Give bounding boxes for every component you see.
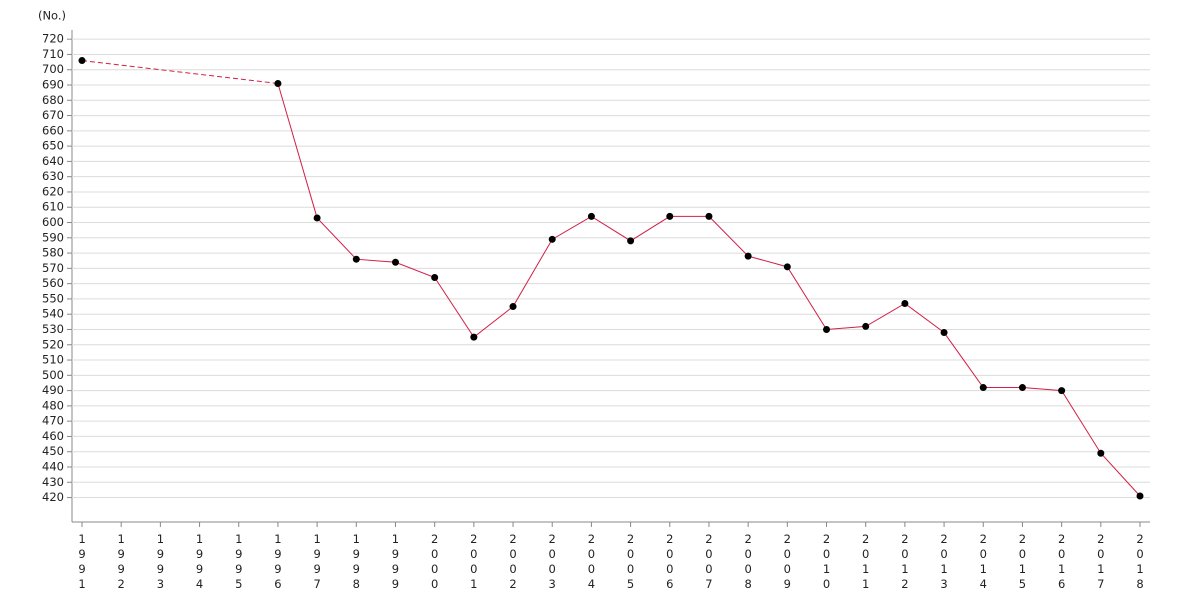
x-tick-label: 2007 [702,532,716,592]
x-tick-label: 2012 [898,532,912,592]
point [783,263,791,271]
x-tick-label: 2011 [859,532,873,592]
point [352,255,360,263]
point [744,252,752,260]
x-tick-label: 1995 [232,532,246,592]
y-tick-label: 710 [42,47,64,61]
x-tick-label: 1998 [349,532,363,592]
x-tick-label: 2001 [467,532,481,592]
x-tick-label: 1999 [388,532,402,592]
point [313,214,321,222]
y-tick-label: 670 [42,108,64,122]
y-tick-label: 600 [42,215,64,229]
point [509,303,517,311]
x-tick-label: 2009 [780,532,794,592]
point [1136,492,1144,500]
y-axis-label: (No.) [38,9,66,23]
y-tick-label: 560 [42,276,64,290]
x-tick-label: 1993 [153,532,167,592]
point [1097,449,1105,457]
y-tick-label: 490 [42,383,64,397]
x-tick-label: 2004 [584,532,598,592]
y-tick-label: 700 [42,62,64,76]
point [901,300,909,308]
point [470,333,478,341]
y-tick-label: 450 [42,444,64,458]
x-tick-label: 2002 [506,532,520,592]
gap-connector [81,60,278,84]
y-tick-label: 480 [42,398,64,412]
x-tick-label: 2008 [741,532,755,592]
y-tick-label: 510 [42,353,64,367]
y-tick-label: 430 [42,475,64,489]
x-tick-label: 2017 [1094,532,1108,592]
x-tick-label: 2014 [976,532,990,592]
y-tick-label: 640 [42,154,64,168]
y-tick-label: 520 [42,337,64,351]
y-tick-label: 590 [42,230,64,244]
point [391,258,399,266]
x-tick-label: 2018 [1133,532,1147,592]
point [548,235,556,243]
y-tick-label: 540 [42,307,64,321]
x-tick-label: 1992 [114,532,128,592]
x-tick-label: 1994 [193,532,207,592]
y-tick-label: 610 [42,200,64,214]
point [587,212,595,220]
point [274,79,282,87]
y-tick-label: 440 [42,459,64,473]
x-tick-label: 2015 [1015,532,1029,592]
point [1058,387,1066,395]
point [823,325,831,333]
y-tick-label: 550 [42,291,64,305]
point [78,57,86,65]
point [940,329,948,337]
y-tick-label: 720 [42,32,64,46]
point [862,322,870,330]
y-tick-label: 570 [42,261,64,275]
x-tick-label: 2010 [820,532,834,592]
point [705,212,713,220]
x-tick-label: 1997 [310,532,324,592]
y-tick-label: 500 [42,368,64,382]
point [1018,384,1026,392]
y-tick-label: 580 [42,246,64,260]
y-tick-label: 420 [42,490,64,504]
y-tick-label: 530 [42,322,64,336]
point [627,237,635,245]
x-tick-label: 2013 [937,532,951,592]
x-tick-label: 1996 [271,532,285,592]
series-line [277,83,1141,497]
x-tick-label: 2005 [624,532,638,592]
x-tick-label: 2006 [663,532,677,592]
x-tick-label: 1991 [75,532,89,592]
y-tick-label: 650 [42,139,64,153]
x-tick-label: 2016 [1055,532,1069,592]
y-tick-label: 620 [42,184,64,198]
point [666,212,674,220]
x-tick-label: 2003 [545,532,559,592]
x-tick-label: 2000 [428,532,442,592]
point [979,384,987,392]
y-tick-label: 690 [42,78,64,92]
y-tick-label: 660 [42,123,64,137]
y-tick-label: 680 [42,93,64,107]
y-tick-label: 630 [42,169,64,183]
y-tick-label: 460 [42,429,64,443]
y-tick-label: 470 [42,414,64,428]
point [431,274,439,282]
